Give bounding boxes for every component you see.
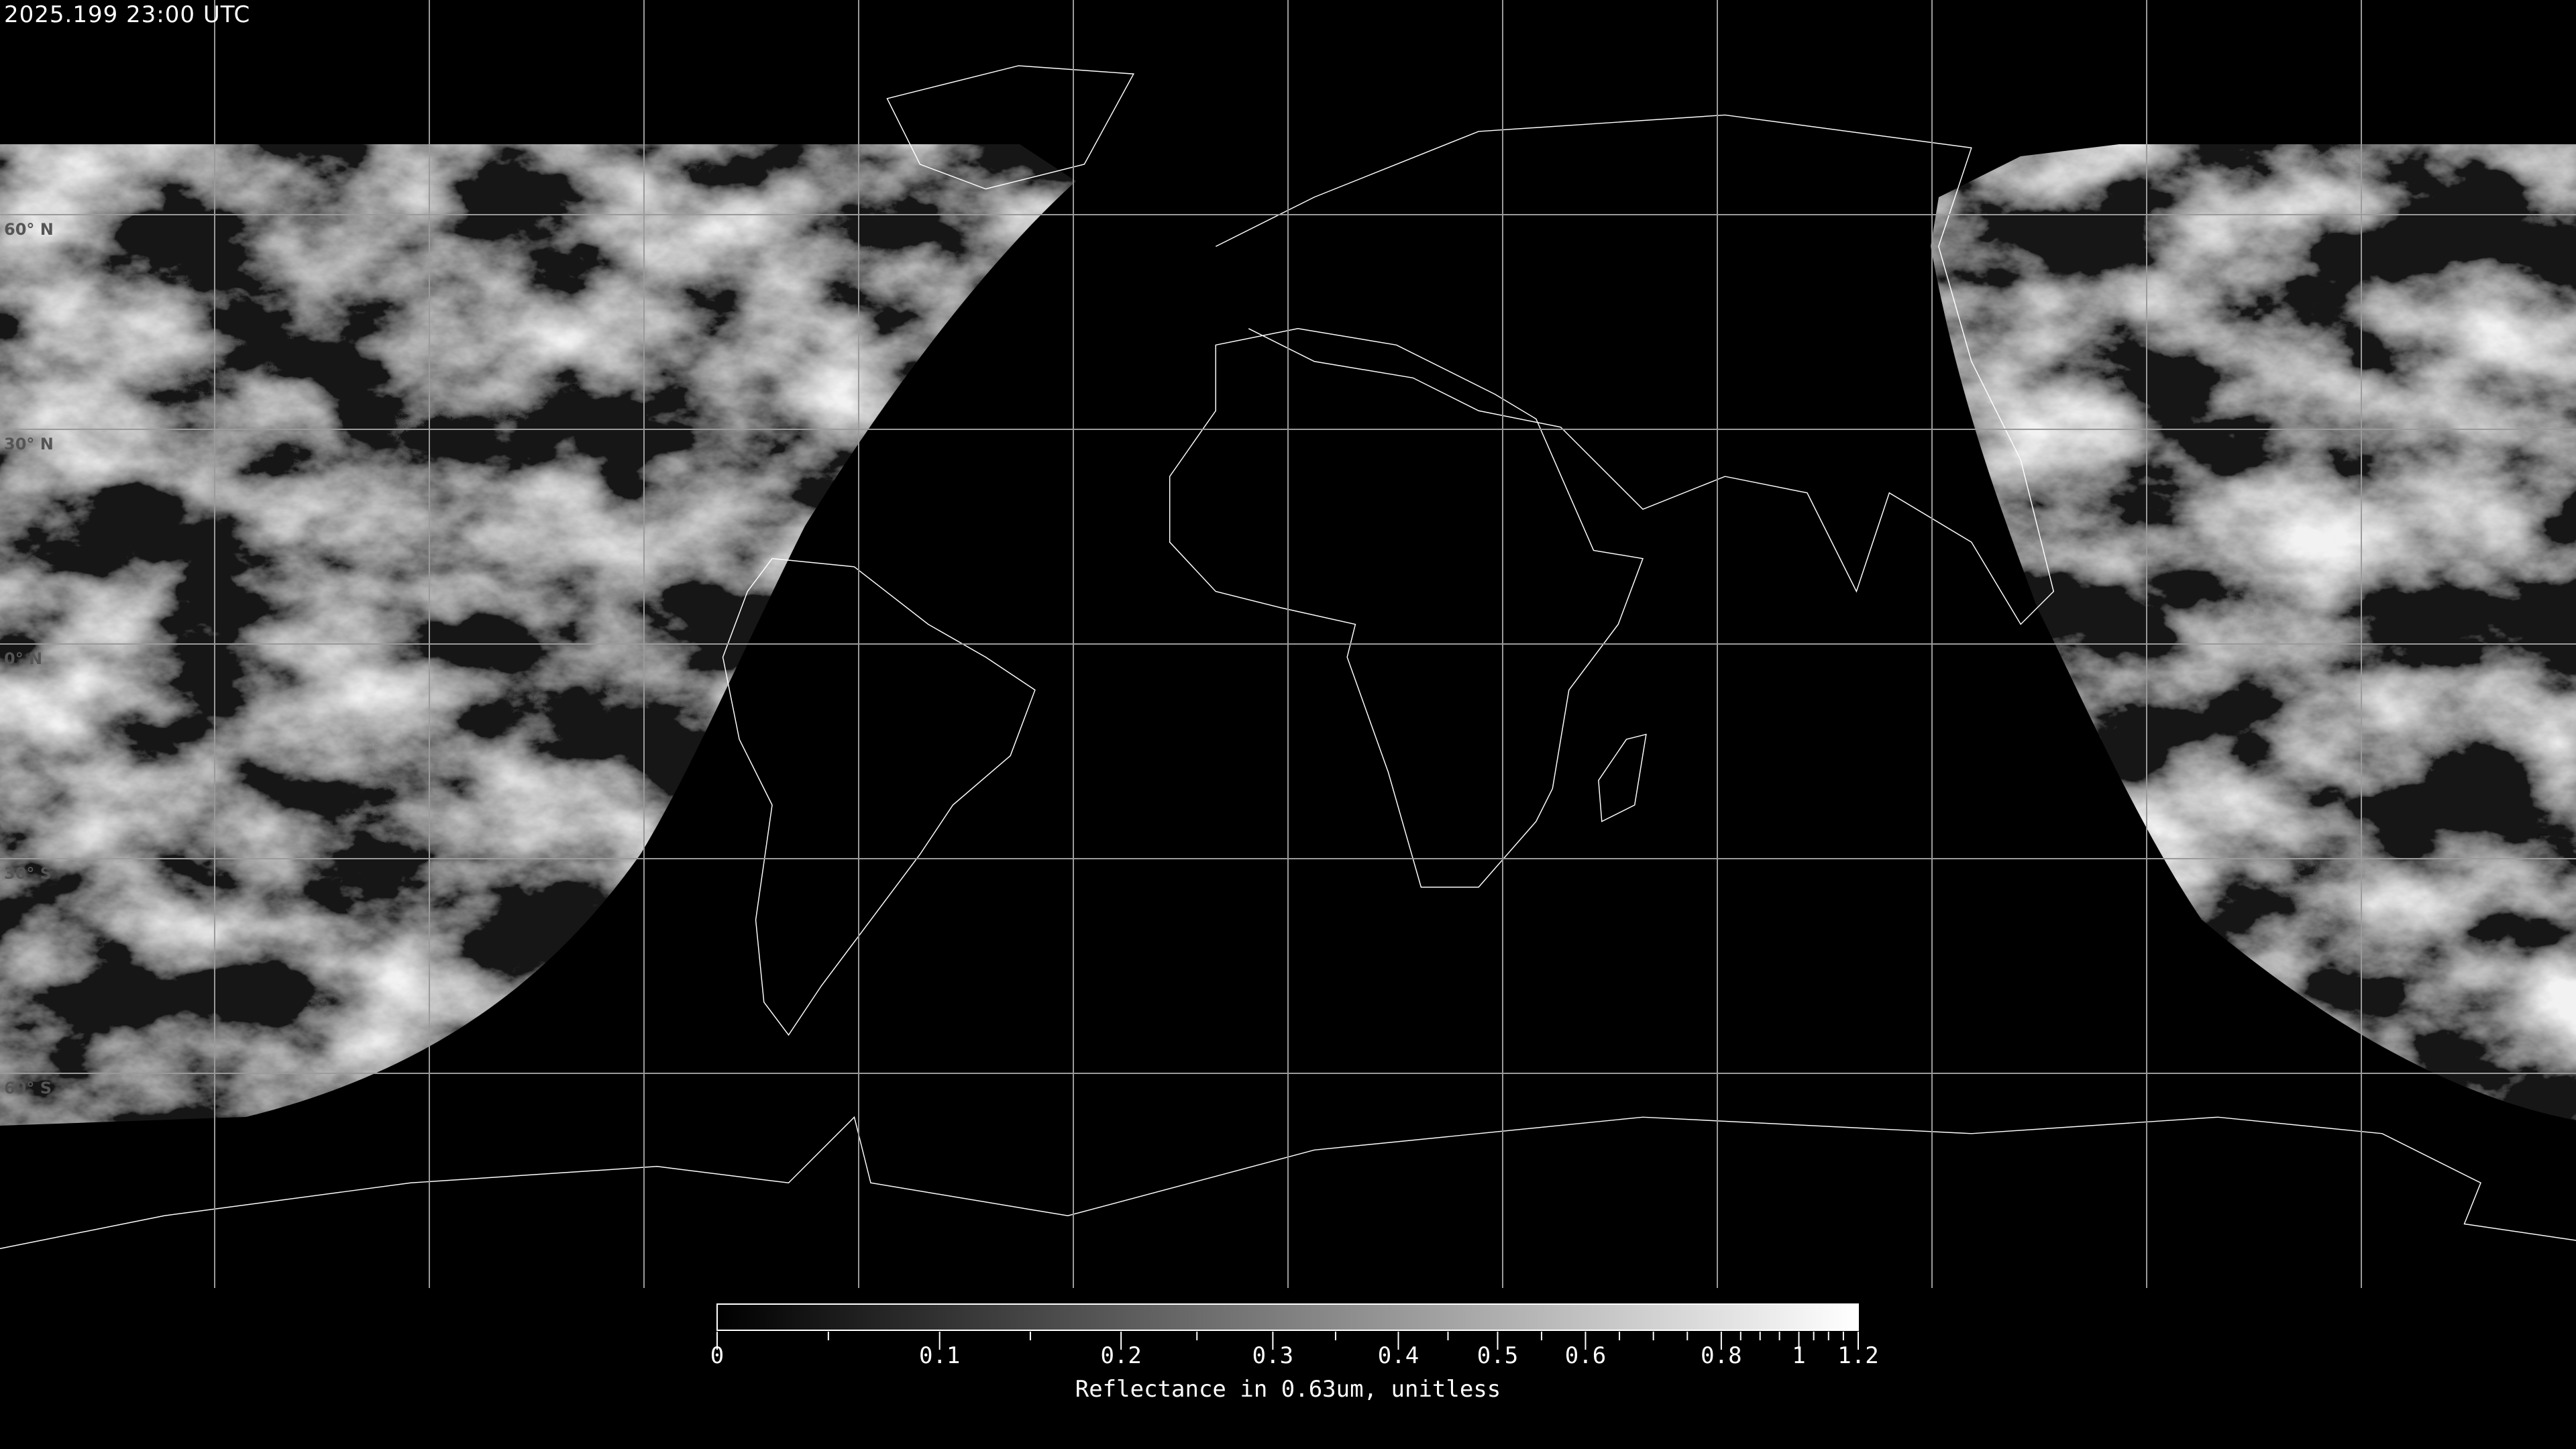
- coastline-madagascar: [1598, 733, 1647, 822]
- colorbar-tick-label: 1.2: [1837, 1342, 1878, 1369]
- colorbar-tick-label: 0.2: [1100, 1342, 1141, 1369]
- colorbar-tick-label: 0.1: [919, 1342, 960, 1369]
- coastline-antarctica: [0, 1116, 2576, 1249]
- colorbar-tick-label: 0.4: [1378, 1342, 1419, 1369]
- colorbar: 0 0.1 0.2 0.3 0.4 0.5 0.6 0.8 1 1.2 Reflectance i…: [710, 1303, 1879, 1403]
- timestamp: 2025.199 23:00 UTC: [4, 1, 251, 28]
- coastline-eurasia: [1215, 114, 2055, 625]
- colorbar-tick-label: 0.6: [1565, 1342, 1606, 1369]
- coastline-south-america: [722, 557, 1036, 1036]
- lat-lon-grid: [0, 0, 2576, 1288]
- colorbar-tick-label: 0.5: [1477, 1342, 1518, 1369]
- coastlines: [0, 65, 2576, 1249]
- coastline-africa: [1169, 328, 1644, 888]
- lat-label: 30° S: [4, 864, 52, 883]
- lat-label: 30° N: [4, 435, 54, 453]
- colorbar-tick-label: 0.3: [1252, 1342, 1293, 1369]
- satellite-map: [0, 0, 2576, 1288]
- colorbar-gradient: [716, 1303, 1859, 1331]
- lat-label: 60° S: [4, 1079, 52, 1097]
- coastline-greenland: [886, 65, 1135, 190]
- colorbar-title: Reflectance in 0.63um, unitless: [1075, 1376, 1501, 1403]
- colorbar-tick-label: 1: [1792, 1342, 1805, 1369]
- lat-label: 0° N: [4, 649, 43, 668]
- lat-label: 60° N: [4, 220, 54, 239]
- colorbar-tick-label: 0: [710, 1342, 724, 1369]
- colorbar-tick-label: 0.8: [1701, 1342, 1741, 1369]
